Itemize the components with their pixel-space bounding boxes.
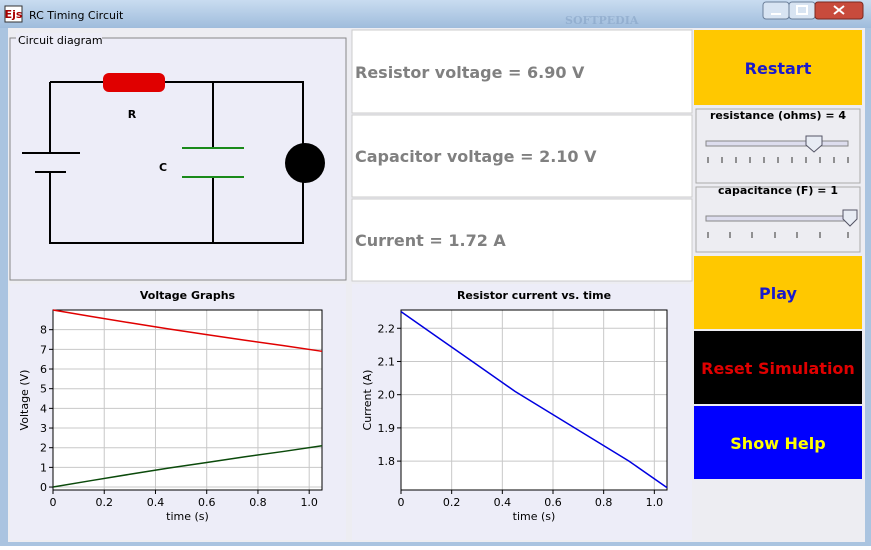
restart-label: Restart	[745, 59, 812, 78]
reset-label: Reset Simulation	[701, 359, 855, 378]
y-tick-label: 8	[40, 324, 47, 337]
watermark: SOFTPEDIA	[565, 14, 639, 27]
y-axis-label: Current (A)	[361, 370, 374, 431]
x-tick-label: 0.2	[95, 496, 113, 509]
chart-title: Resistor current vs. time	[457, 289, 611, 302]
series-line	[400, 311, 668, 489]
capacitance-ticks	[707, 232, 849, 238]
readout-panel	[351, 198, 693, 282]
window-control-icons	[771, 5, 845, 15]
y-tick-label: 1.8	[378, 455, 396, 468]
x-tick-label: 0.4	[147, 496, 165, 509]
plot-frame	[400, 309, 668, 491]
y-tick-label: 5	[40, 383, 47, 396]
y-tick-label: 3	[40, 422, 47, 435]
plot-frame	[52, 309, 323, 491]
restart-button[interactable]	[694, 30, 862, 105]
resistor-voltage: Resistor voltage = 6.90 V	[355, 63, 585, 82]
x-tick-label: 0.6	[544, 496, 562, 509]
y-tick-label: 6	[40, 363, 47, 376]
resistance-label: resistance (ohms) = 4	[710, 109, 846, 122]
plot-area	[53, 310, 322, 490]
y-tick-label: 1.9	[378, 422, 396, 435]
x-tick-label: 0.6	[198, 496, 216, 509]
help-button[interactable]	[694, 406, 862, 479]
capacitance-track	[705, 215, 849, 222]
x-tick-label: 0.4	[494, 496, 512, 509]
chart-title: Voltage Graphs	[140, 289, 236, 302]
x-tick-label: 1.0	[646, 496, 664, 509]
resistance-track	[705, 140, 849, 147]
x-tick-label: 1.0	[300, 496, 318, 509]
y-tick-label: 1	[40, 461, 47, 474]
y-tick-label: 2	[40, 442, 47, 455]
series-line	[52, 444, 323, 488]
resistor-label: R	[128, 108, 137, 121]
battery	[22, 152, 80, 173]
reset-button[interactable]	[694, 331, 862, 404]
capacitance-label: capacitance (F) = 1	[718, 184, 838, 197]
y-tick-label: 7	[40, 343, 47, 356]
circuit-legend: Circuit diagram	[18, 34, 103, 47]
capacitor	[182, 147, 244, 178]
readout-panel	[351, 114, 693, 198]
play-label: Play	[759, 284, 798, 303]
lamp	[285, 143, 325, 183]
x-tick-label: 0	[50, 496, 57, 509]
x-tick-label: 0.2	[443, 496, 461, 509]
plot-area	[401, 310, 667, 490]
legend-bg	[16, 33, 102, 45]
current: Current = 1.72 A	[355, 231, 506, 250]
resistance-ticks	[707, 157, 849, 163]
x-tick-label: 0	[398, 496, 405, 509]
play-button[interactable]	[694, 256, 862, 329]
resistance-thumb[interactable]	[805, 135, 823, 153]
resistor	[103, 73, 165, 92]
x-tick-label: 0.8	[595, 496, 613, 509]
capacitor-label: C	[159, 161, 167, 174]
capacitance-thumb[interactable]	[842, 209, 858, 227]
logo-text: Ejs	[5, 8, 23, 21]
y-tick-label: 0	[40, 481, 47, 494]
title-bar	[0, 0, 871, 28]
app-logo	[4, 5, 23, 23]
capacitor-voltage: Capacitor voltage = 2.10 V	[355, 147, 597, 166]
x-axis-label: time (s)	[513, 510, 556, 523]
minimize-button[interactable]	[762, 1, 790, 20]
circuit-wires	[49, 81, 304, 244]
maximize-button[interactable]	[788, 1, 816, 20]
readout-panel	[351, 29, 693, 114]
x-tick-label: 0.8	[249, 496, 267, 509]
y-axis-label: Voltage (V)	[18, 370, 31, 431]
y-tick-label: 2.1	[378, 355, 396, 368]
window-title: RC Timing Circuit	[29, 9, 124, 22]
y-tick-label: 4	[40, 402, 47, 415]
y-tick-label: 2.0	[378, 389, 396, 402]
x-axis-label: time (s)	[166, 510, 209, 523]
help-label: Show Help	[730, 434, 825, 453]
series-line	[52, 309, 323, 353]
y-tick-label: 2.2	[378, 322, 396, 335]
